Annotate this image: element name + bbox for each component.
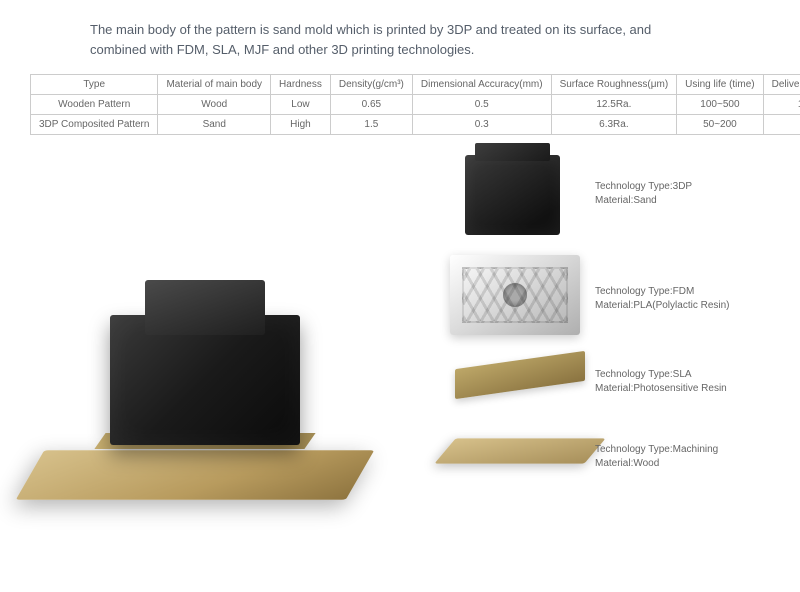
component-stack — [435, 150, 600, 550]
table-cell: 6.3Ra. — [551, 115, 677, 135]
component-machining — [434, 438, 605, 463]
label-sla-tech: Technology Type:SLA — [595, 368, 727, 382]
table-header: Material of main body — [158, 75, 271, 95]
table-cell: 0.5 — [412, 95, 551, 115]
table-cell: 3DP Composited Pattern — [31, 115, 158, 135]
table-header: Density(g/cm³) — [330, 75, 412, 95]
label-3dp: Technology Type:3DP Material:Sand — [595, 180, 692, 208]
table-row: Wooden PatternWoodLow0.650.512.5Ra.100~5… — [31, 95, 800, 115]
table-header: Using life (time) — [677, 75, 763, 95]
main-body-top — [145, 280, 265, 335]
table-header: Surface Roughness(μm) — [551, 75, 677, 95]
table-cell: Wood — [158, 95, 271, 115]
table-cell: 10~60 — [763, 95, 800, 115]
table-cell: 50~200 — [677, 115, 763, 135]
label-3dp-mat: Material:Sand — [595, 194, 692, 208]
label-mach-mat: Material:Wood — [595, 457, 718, 471]
label-fdm: Technology Type:FDM Material:PLA(Polylac… — [595, 285, 730, 313]
label-fdm-mat: Material:PLA(Polylactic Resin) — [595, 299, 730, 313]
assembled-pattern-render — [0, 270, 390, 530]
component-labels: Technology Type:3DP Material:Sand Techno… — [595, 150, 770, 550]
table-row: 3DP Composited PatternSandHigh1.50.36.3R… — [31, 115, 800, 135]
label-sla: Technology Type:SLA Material:Photosensit… — [595, 368, 727, 396]
table-cell: Low — [271, 95, 331, 115]
component-3dp — [465, 155, 560, 235]
label-machining: Technology Type:Machining Material:Wood — [595, 443, 718, 471]
table-cell: 100~500 — [677, 95, 763, 115]
label-sla-mat: Material:Photosensitive Resin — [595, 382, 727, 396]
table-header: Hardness — [271, 75, 331, 95]
table-cell: Wooden Pattern — [31, 95, 158, 115]
table-cell: 5~10 — [763, 115, 800, 135]
table-cell: 1.5 — [330, 115, 412, 135]
comparison-table: TypeMaterial of main bodyHardnessDensity… — [30, 74, 800, 135]
table-cell: High — [271, 115, 331, 135]
label-mach-tech: Technology Type:Machining — [595, 443, 718, 457]
description-text: The main body of the pattern is sand mol… — [30, 20, 770, 59]
label-3dp-tech: Technology Type:3DP — [595, 180, 692, 194]
table-header: Dimensional Accuracy(mm) — [412, 75, 551, 95]
table-cell: Sand — [158, 115, 271, 135]
baseplate-wood — [16, 450, 375, 500]
component-sla — [455, 351, 585, 399]
table-cell: 0.65 — [330, 95, 412, 115]
table-header: Delivery time(day) — [763, 75, 800, 95]
diagram-area: Technology Type:3DP Material:Sand Techno… — [30, 150, 770, 550]
table-cell: 12.5Ra. — [551, 95, 677, 115]
table-header: Type — [31, 75, 158, 95]
component-fdm — [450, 255, 580, 335]
fdm-hole — [503, 283, 527, 307]
table-cell: 0.3 — [412, 115, 551, 135]
label-fdm-tech: Technology Type:FDM — [595, 285, 730, 299]
